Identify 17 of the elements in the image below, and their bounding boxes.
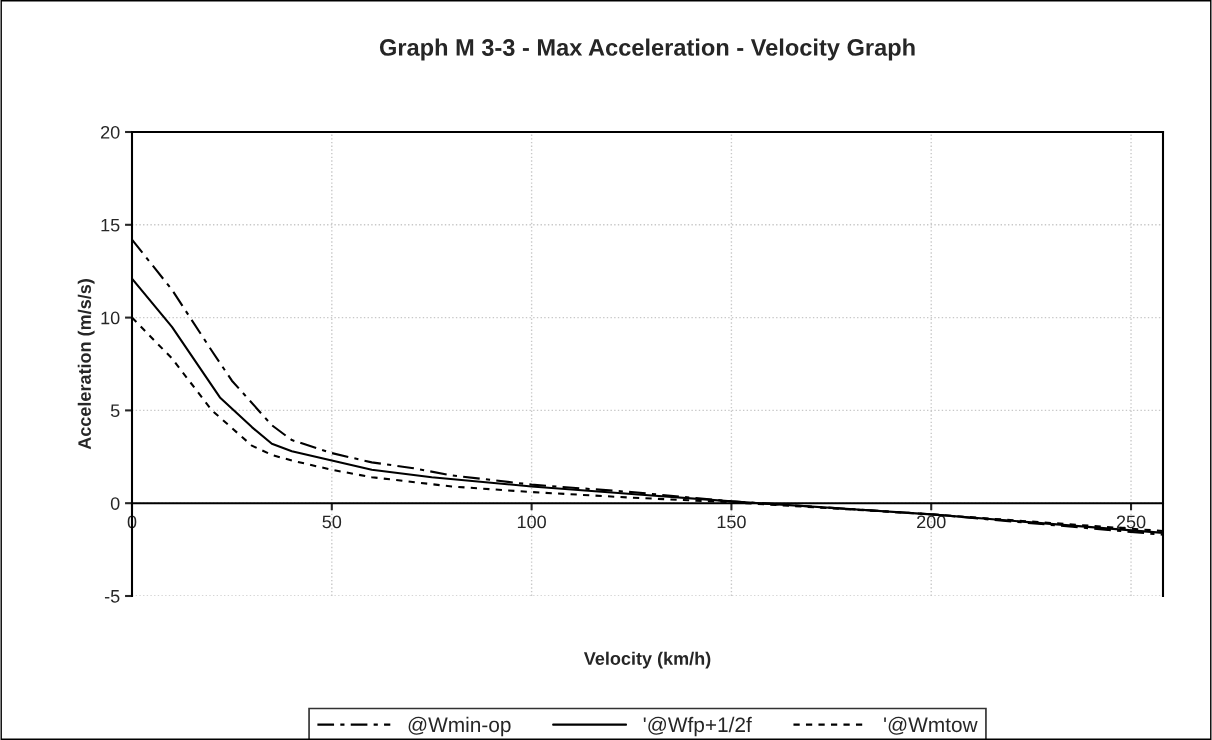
y-axis-title: Acceleration (m/s/s)	[77, 279, 95, 450]
y-tick-label: 0	[110, 497, 120, 510]
y-tick-label: 15	[101, 218, 120, 232]
y-tick-label: 20	[101, 125, 120, 139]
y-tick-label: 10	[101, 311, 120, 325]
x-tick-label: 200	[917, 515, 946, 529]
y-tick-label: -5	[104, 590, 120, 603]
y-tick-label: 5	[110, 404, 120, 418]
legend-label: '@Wfp+1/2f	[643, 716, 752, 737]
x-axis-title: Velocity (km/h)	[583, 651, 711, 669]
legend-label: @Wmin-op	[408, 716, 511, 737]
legend-label: '@Wmtow	[884, 716, 978, 735]
x-tick-label: 50	[322, 515, 342, 529]
x-tick-label: 150	[717, 515, 746, 529]
chart-title: Graph M 3-3 - Max Acceleration - Velocity Graph	[379, 38, 915, 61]
x-tick-label: 250	[1116, 515, 1146, 529]
x-tick-label: 100	[517, 515, 546, 529]
